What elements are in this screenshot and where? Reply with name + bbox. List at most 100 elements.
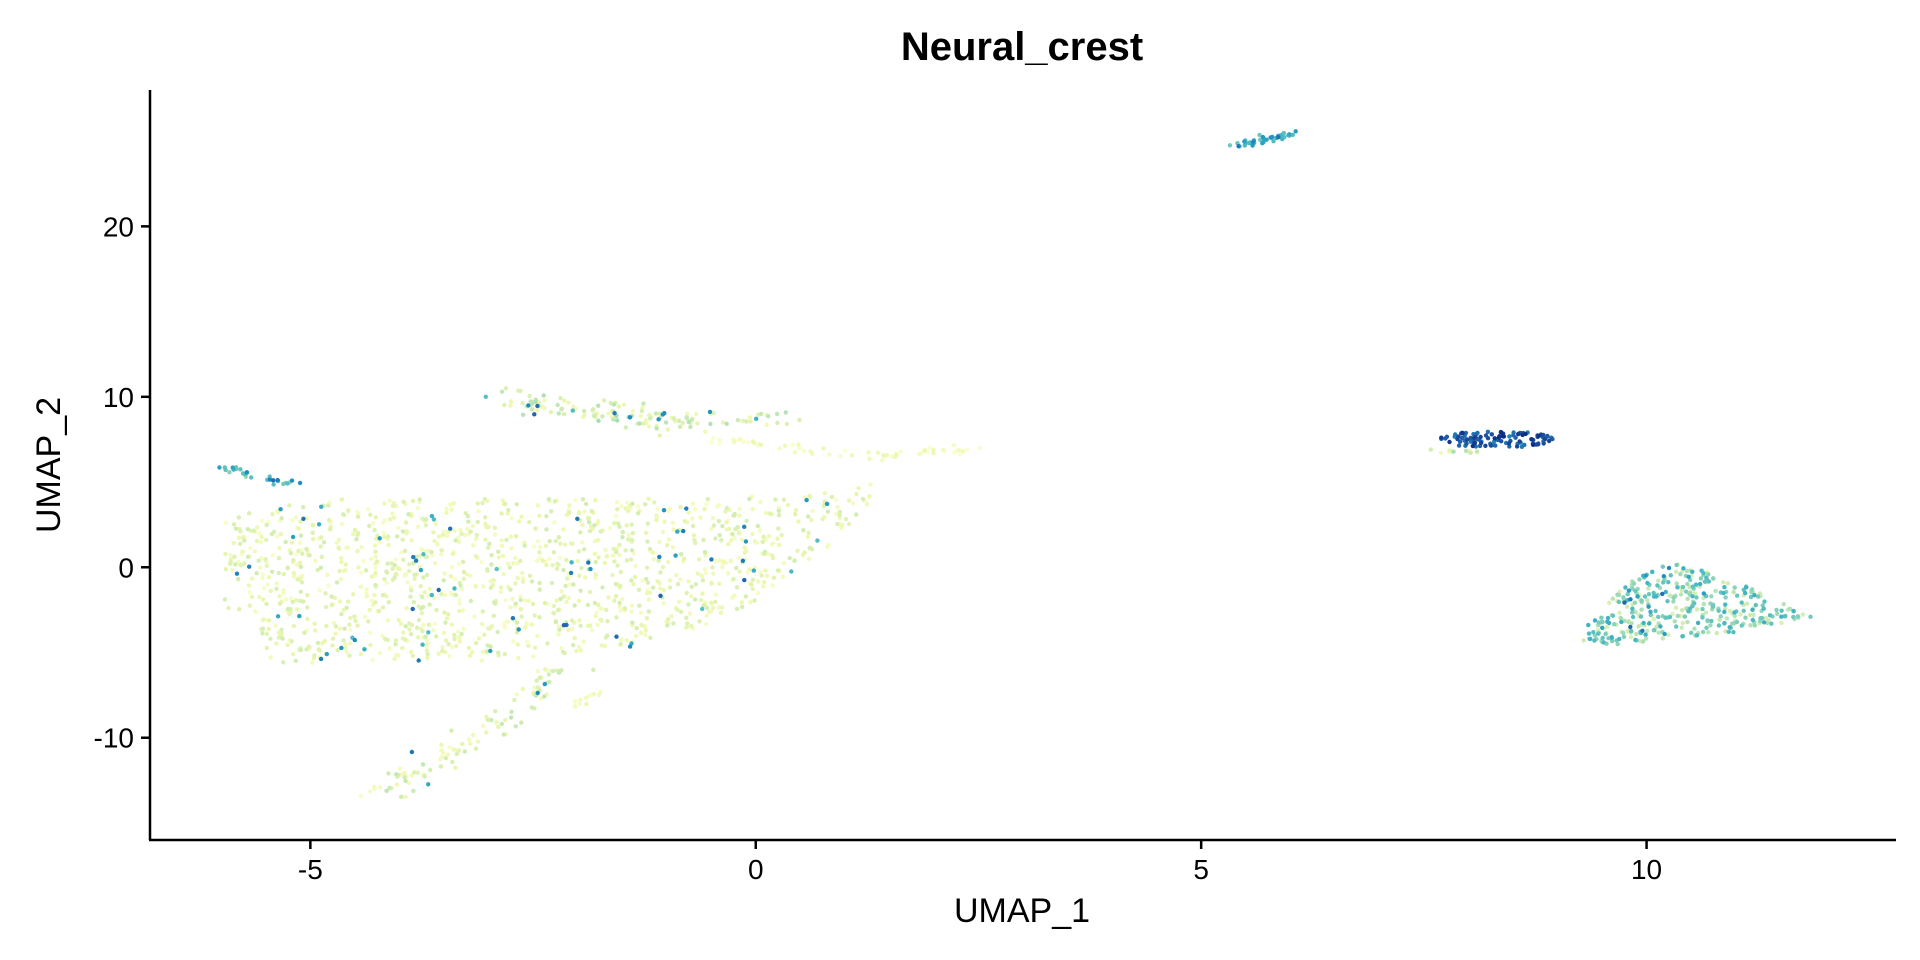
data-point [403, 624, 408, 629]
data-point [1744, 601, 1750, 606]
data-point [1522, 442, 1527, 448]
data-point [695, 421, 700, 426]
data-point [287, 503, 292, 508]
data-point [500, 498, 505, 503]
data-point [509, 546, 514, 551]
data-point [723, 509, 728, 514]
data-point [578, 588, 583, 593]
data-point [748, 419, 753, 424]
data-point [1632, 600, 1638, 605]
data-point [705, 605, 710, 611]
data-point [764, 573, 770, 579]
data-point [758, 442, 764, 447]
data-point [690, 516, 695, 521]
data-point [764, 422, 769, 428]
data-point [773, 497, 778, 502]
data-point [508, 534, 513, 539]
data-point [586, 516, 592, 521]
data-point [386, 600, 391, 605]
data-point [427, 602, 432, 607]
data-point [774, 411, 780, 417]
data-point [630, 501, 635, 506]
data-point [602, 643, 608, 649]
data-point [468, 598, 474, 604]
data-point [260, 626, 266, 631]
chart-title: Neural_crest [901, 25, 1143, 69]
data-point [423, 523, 429, 528]
data-point [1762, 599, 1767, 604]
data-point [1724, 616, 1730, 621]
data-point [377, 650, 383, 656]
data-point [640, 578, 645, 583]
data-point [747, 496, 752, 502]
data-point [806, 530, 811, 536]
data-point [344, 649, 349, 654]
data-point [440, 532, 446, 538]
data-point [1530, 442, 1536, 447]
data-point [348, 628, 353, 633]
data-point [370, 657, 375, 663]
data-point [1781, 601, 1786, 607]
data-point [732, 439, 737, 445]
data-point [599, 618, 604, 623]
data-point [750, 586, 755, 592]
data-point [746, 440, 751, 445]
data-point [1264, 137, 1269, 142]
data-point [1673, 605, 1679, 610]
data-point [373, 549, 378, 554]
data-point [438, 756, 443, 762]
data-point [425, 655, 430, 661]
data-point [1714, 631, 1720, 636]
data-point [264, 601, 269, 607]
data-point [1674, 562, 1679, 568]
data-point [703, 502, 709, 507]
data-point [442, 610, 447, 615]
data-point [651, 500, 657, 505]
data-point [499, 543, 505, 548]
data-point [1779, 608, 1784, 613]
data-point [331, 620, 337, 626]
data-point [572, 635, 577, 641]
data-point [489, 562, 494, 567]
data-point [839, 522, 845, 528]
data-point [529, 622, 535, 627]
data-point [516, 519, 522, 524]
data-point [728, 558, 733, 563]
data-point [1646, 586, 1651, 591]
data-point [395, 566, 401, 571]
data-point [407, 621, 412, 626]
data-point [600, 585, 605, 590]
data-point [276, 570, 281, 576]
data-point [1648, 612, 1654, 618]
data-point [460, 608, 465, 613]
data-point [535, 403, 540, 409]
data-point [593, 572, 598, 577]
data-point [1679, 625, 1684, 630]
data-point [415, 524, 421, 529]
data-point [392, 656, 397, 661]
data-point [1702, 579, 1708, 584]
data-point [274, 534, 280, 539]
data-point [483, 537, 488, 542]
data-point [299, 547, 305, 552]
data-point [380, 633, 385, 639]
data-point [589, 628, 595, 633]
data-point [713, 599, 718, 604]
data-point [281, 660, 286, 665]
data-point [596, 403, 601, 408]
data-point [444, 506, 449, 512]
data-point [396, 618, 401, 623]
data-point [742, 550, 747, 555]
data-point [403, 778, 408, 784]
data-point [775, 420, 780, 426]
data-point [387, 498, 392, 503]
data-point [543, 543, 549, 549]
data-point [708, 600, 714, 605]
data-point [411, 600, 417, 605]
data-point [520, 570, 525, 576]
data-point [568, 570, 574, 576]
data-point [711, 411, 716, 416]
data-point [1498, 429, 1504, 435]
data-point [384, 580, 389, 585]
data-point [1642, 594, 1648, 599]
